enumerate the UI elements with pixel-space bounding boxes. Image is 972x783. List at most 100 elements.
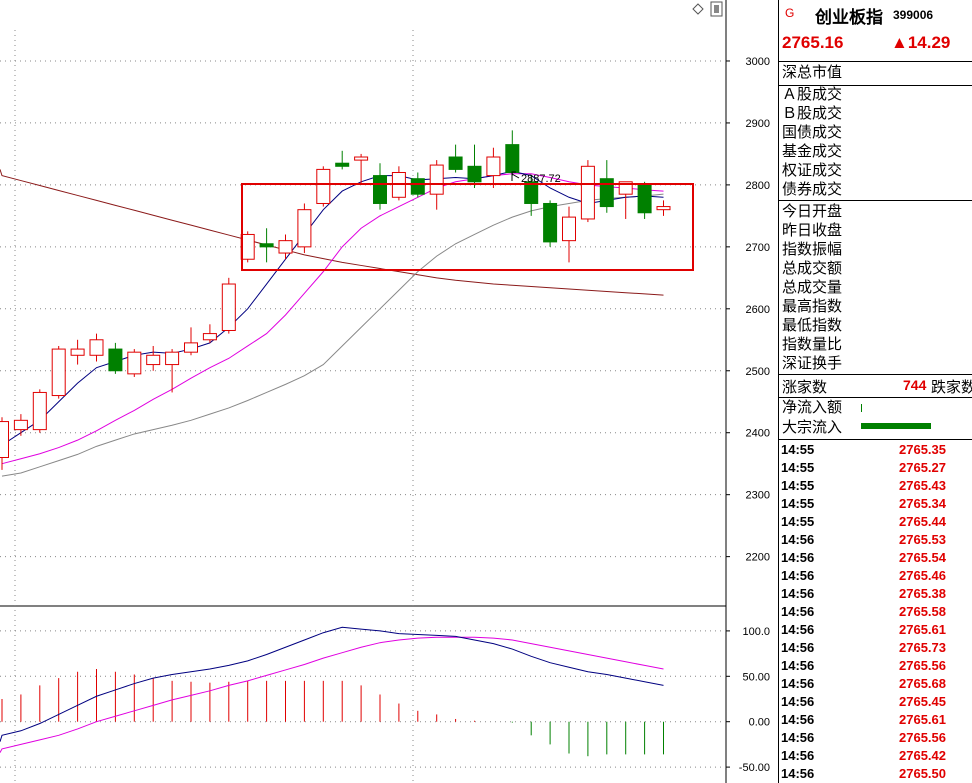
candle-down xyxy=(467,144,482,188)
y-axis-label: 3000 xyxy=(746,56,770,68)
candle-body xyxy=(335,162,350,167)
candle-down xyxy=(335,150,350,170)
kline-chart-svg[interactable]: 3000 2900 2800 2700 2600 2500 2400 2300 2200 100… xyxy=(0,0,778,783)
tick-price: 2765.56 xyxy=(899,730,946,745)
index-name: 创业板指 xyxy=(815,8,883,28)
tick-time: 14:56 xyxy=(781,748,815,763)
tick-time: 14:55 xyxy=(781,442,815,457)
macd-dif-line xyxy=(0,626,664,742)
tick-row: 14:55 2765.34 xyxy=(779,495,972,513)
tick-time: 14:56 xyxy=(781,622,815,637)
tick-row: 14:55 2765.27 xyxy=(779,459,972,477)
up-count-label: 涨家数 xyxy=(782,378,828,396)
candle-body xyxy=(580,165,595,220)
candle-body xyxy=(89,339,104,356)
candle-down xyxy=(524,175,539,216)
candle-body xyxy=(70,348,85,356)
candle-up xyxy=(562,206,576,263)
scrollbar-handle-icon[interactable] xyxy=(710,1,723,17)
stat-label: 深证换手 xyxy=(782,354,843,372)
candle-body xyxy=(51,348,66,397)
candle-body xyxy=(429,164,444,195)
tick-time: 14:56 xyxy=(781,532,815,547)
stat-label: 最低指数 xyxy=(782,316,843,334)
tick-row: 14:56 2765.58 xyxy=(779,603,972,621)
y-axis-label: 2700 xyxy=(746,242,770,254)
tick-time: 14:56 xyxy=(781,586,815,601)
up-count: 744 xyxy=(903,377,927,393)
tick-row: 14:56 2765.42 xyxy=(779,747,972,765)
moving-average-lines xyxy=(0,169,664,477)
y-axis-label: 2400 xyxy=(746,428,770,440)
stat-label: Ｂ股成交 xyxy=(782,104,843,122)
divider xyxy=(779,439,972,440)
macd-axis-label: 100.0 xyxy=(742,626,770,638)
up-down-row: 涨家数 744 跌家数 xyxy=(779,374,972,396)
candle-down xyxy=(259,228,274,263)
stat-label: 债券成交 xyxy=(782,180,843,198)
candle-body xyxy=(184,342,198,353)
index-code: 399006 xyxy=(893,8,934,22)
divider xyxy=(779,85,972,86)
macd-dea-line xyxy=(0,636,664,753)
stat-label: 今日开盘 xyxy=(782,202,843,220)
tick-time: 14:55 xyxy=(781,478,815,493)
candle-body xyxy=(524,181,539,204)
candle-body xyxy=(146,354,161,366)
candle-up xyxy=(127,349,142,377)
price-row: 2765.16 ▲14.29 xyxy=(779,30,972,56)
macd-axis-label: 50.00 xyxy=(742,671,770,683)
tick-row: 14:56 2765.73 xyxy=(779,639,972,657)
ma60-line xyxy=(0,169,664,296)
tick-time: 14:56 xyxy=(781,550,815,565)
stat-label: 总成交额 xyxy=(782,259,843,277)
tick-row: 14:56 2765.61 xyxy=(779,621,972,639)
y-axis-label: 2900 xyxy=(746,118,770,130)
candle-body xyxy=(32,391,47,431)
g-marker: G xyxy=(785,6,795,20)
divider xyxy=(779,61,972,62)
y-axis-label: 2200 xyxy=(746,552,770,564)
candle-up xyxy=(13,414,28,436)
y-axis-label: 2600 xyxy=(746,304,770,316)
candle-up xyxy=(297,203,312,254)
y-axis-label: 2500 xyxy=(746,366,770,378)
tick-row: 14:56 2765.46 xyxy=(779,567,972,585)
candle-body xyxy=(202,333,217,341)
tick-price: 2765.43 xyxy=(899,478,946,493)
candle-up xyxy=(0,417,9,470)
candle-up xyxy=(240,231,255,263)
candle-body xyxy=(165,351,180,366)
candle-body xyxy=(373,175,387,204)
tick-price: 2765.35 xyxy=(899,442,946,457)
tick-time: 14:56 xyxy=(781,712,815,727)
candle-body xyxy=(467,165,482,183)
y-axis-label: 2300 xyxy=(746,490,770,502)
tick-time: 14:56 xyxy=(781,568,815,583)
candle-body xyxy=(316,168,331,204)
current-price: 2765.16 xyxy=(782,33,844,52)
candle-down xyxy=(637,181,652,219)
candle-body xyxy=(448,156,463,170)
candle-body xyxy=(259,243,274,248)
candle-body xyxy=(505,144,520,174)
diamond-icon[interactable] xyxy=(692,3,704,15)
tick-row: 14:56 2765.61 xyxy=(779,711,972,729)
kline-chart-area[interactable]: 3000 2900 2800 2700 2600 2500 2400 2300 2200 100… xyxy=(0,0,778,783)
block-inflow-label: 大宗流入 xyxy=(782,418,843,436)
candle-body xyxy=(108,348,123,372)
tick-time: 14:56 xyxy=(781,604,815,619)
tick-row: 14:55 2765.43 xyxy=(779,477,972,495)
candle-body xyxy=(0,421,9,458)
tick-price: 2765.45 xyxy=(899,694,946,709)
tick-price: 2765.54 xyxy=(899,550,946,565)
tick-price: 2765.34 xyxy=(899,496,946,511)
candle-up xyxy=(202,324,217,343)
tick-time: 14:56 xyxy=(781,676,815,691)
candle-body xyxy=(486,156,501,177)
price-axis: 3000 2900 2800 2700 2600 2500 2400 2300 2200 xyxy=(726,56,770,564)
tick-row: 14:56 2765.50 xyxy=(779,765,972,783)
quote-panel: G 创业板指 399006 2765.16 ▲14.29 深总市值 Ａ股成交 Ｂ股… xyxy=(778,0,972,783)
candle-body xyxy=(278,240,293,254)
net-inflow-bar xyxy=(861,404,862,412)
